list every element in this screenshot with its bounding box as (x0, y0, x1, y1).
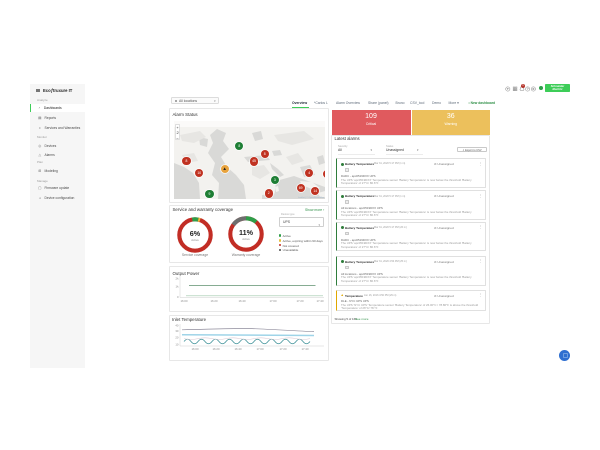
svg-text:30: 30 (175, 329, 179, 333)
svg-text:16:00: 16:00 (181, 299, 188, 303)
svg-text:17:20: 17:20 (280, 347, 287, 351)
svg-text:0: 0 (177, 295, 179, 299)
svg-text:16:40: 16:40 (239, 299, 246, 303)
svg-text:2k: 2k (176, 277, 180, 281)
svg-text:1k: 1k (176, 285, 180, 289)
svg-text:16:20: 16:20 (213, 347, 220, 351)
svg-text:16:20: 16:20 (211, 299, 218, 303)
svg-text:17:40: 17:40 (302, 347, 309, 351)
svg-text:17:00: 17:00 (257, 347, 264, 351)
svg-text:17:40: 17:40 (317, 299, 324, 303)
svg-text:20: 20 (175, 336, 179, 340)
svg-text:17:20: 17:20 (297, 299, 304, 303)
svg-text:16:00: 16:00 (192, 347, 199, 351)
svg-text:17:00: 17:00 (270, 299, 277, 303)
svg-text:40: 40 (175, 324, 179, 328)
svg-text:10: 10 (175, 343, 179, 347)
svg-text:16:40: 16:40 (235, 347, 242, 351)
